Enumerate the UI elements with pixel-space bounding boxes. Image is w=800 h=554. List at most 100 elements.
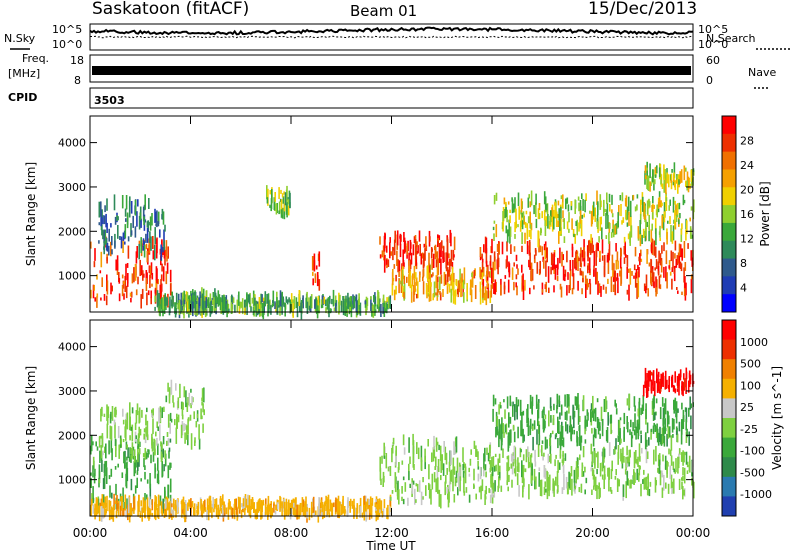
heatmap-cell: [398, 489, 400, 505]
heatmap-cell: [125, 195, 128, 210]
heatmap-cell: [569, 273, 571, 291]
heatmap-cell: [168, 447, 171, 452]
heatmap-cell: [659, 225, 661, 238]
heatmap-cell: [660, 434, 663, 446]
heatmap-cell: [598, 482, 600, 499]
heatmap-cell: [381, 250, 384, 258]
heatmap-cell: [157, 506, 160, 519]
heatmap-cell: [683, 378, 686, 388]
heatmap-cell: [663, 266, 665, 278]
heatmap-cell: [437, 238, 439, 242]
heatmap-cell: [338, 301, 340, 315]
heatmap-cell: [617, 277, 619, 294]
heatmap-cell: [529, 425, 531, 433]
heatmap-cell: [196, 413, 199, 419]
heatmap-cell: [428, 482, 430, 490]
heatmap-cell: [259, 498, 261, 507]
heatmap-cell: [448, 481, 451, 492]
heatmap-cell: [607, 278, 609, 284]
heatmap-cell: [122, 509, 125, 516]
heatmap-cell: [353, 296, 355, 306]
heatmap-cell: [663, 242, 665, 252]
heatmap-cell: [127, 245, 130, 259]
heatmap-cell: [433, 435, 435, 450]
heatmap-cell: [651, 269, 654, 283]
heatmap-cell: [657, 435, 660, 446]
heatmap-cell: [542, 256, 544, 262]
heatmap-cell: [617, 260, 619, 270]
heatmap-cell: [641, 234, 643, 244]
frequency-panel-frame: [89, 54, 694, 83]
heatmap-cell: [110, 282, 112, 295]
heatmap-cell: [626, 456, 629, 464]
heatmap-cell: [643, 202, 646, 219]
heatmap-cell: [544, 481, 546, 488]
heatmap-cell: [615, 469, 617, 476]
heatmap-cell: [498, 476, 500, 489]
heatmap-cell: [132, 215, 134, 228]
heatmap-cell: [671, 487, 673, 495]
heatmap-cell: [138, 495, 140, 512]
heatmap-cell: [646, 451, 649, 459]
heatmap-cell: [279, 303, 282, 311]
heatmap-cell: [392, 437, 395, 445]
heatmap-cell: [151, 512, 154, 517]
heatmap-cell: [473, 440, 476, 449]
heatmap-cell: [520, 213, 523, 227]
heatmap-cell: [541, 440, 544, 444]
heatmap-cell: [201, 415, 203, 420]
heatmap-cell: [113, 493, 115, 511]
heatmap-cell: [511, 199, 514, 214]
heatmap-cell: [520, 449, 522, 453]
colorbar-swatch: [722, 457, 736, 478]
heatmap-cell: [479, 288, 482, 305]
heatmap-cell: [111, 236, 113, 246]
heatmap-cell: [559, 283, 562, 290]
heatmap-cell: [156, 437, 158, 446]
heatmap-cell: [90, 445, 92, 455]
nave-tick-top: 60: [706, 54, 720, 67]
heatmap-cell: [651, 205, 653, 212]
heatmap-cell: [459, 476, 461, 492]
heatmap-cell: [518, 485, 520, 497]
heatmap-cell: [154, 306, 156, 311]
heatmap-cell: [144, 194, 146, 210]
heatmap-cell: [638, 397, 641, 406]
heatmap-cell: [185, 505, 188, 515]
heatmap-cell: [101, 224, 103, 236]
heatmap-cell: [574, 487, 576, 494]
heatmap-cell: [529, 265, 531, 270]
heatmap-cell: [680, 169, 683, 183]
heatmap-cell: [584, 415, 587, 429]
heatmap-cell: [622, 484, 625, 497]
heatmap-cell: [687, 243, 689, 249]
heatmap-cell: [483, 465, 486, 471]
heatmap-region: [98, 194, 166, 261]
heatmap-cell: [683, 451, 685, 463]
heatmap-cell: [496, 416, 499, 427]
heatmap-cell: [281, 207, 284, 219]
heatmap-cell: [152, 250, 155, 260]
heatmap-cell: [517, 192, 520, 206]
heatmap-cell: [568, 228, 570, 233]
heatmap-cell: [135, 459, 137, 468]
heatmap-cell: [246, 298, 248, 315]
heatmap-cell: [388, 296, 390, 309]
heatmap-cell: [157, 443, 159, 455]
heatmap-cell: [122, 508, 124, 517]
heatmap-cell: [573, 412, 575, 429]
heatmap-cell: [527, 446, 529, 458]
heatmap-cell: [150, 236, 152, 251]
heatmap-cell: [645, 174, 647, 180]
heatmap-cell: [519, 447, 522, 458]
heatmap-cell: [141, 409, 143, 418]
heatmap-cell: [663, 436, 666, 447]
heatmap-cell: [154, 295, 156, 303]
heatmap-cell: [338, 292, 340, 305]
heatmap-cell: [597, 201, 599, 216]
heatmap-cell: [162, 211, 165, 225]
heatmap-cell: [152, 408, 154, 416]
heatmap-cell: [130, 455, 133, 460]
heatmap-cell: [177, 293, 180, 303]
heatmap-cell: [149, 231, 151, 243]
